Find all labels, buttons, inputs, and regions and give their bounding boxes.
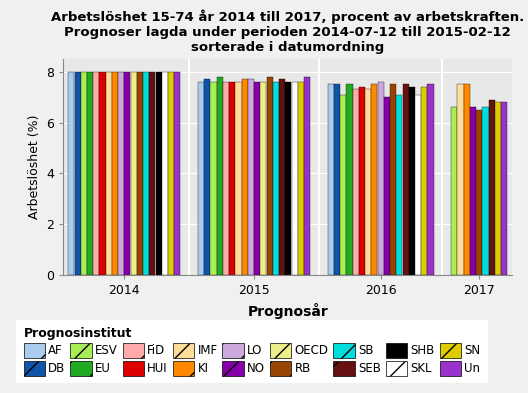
Bar <box>328 84 334 275</box>
Bar <box>470 107 476 275</box>
Bar <box>81 72 87 275</box>
Legend: AF, DB, ESV, EU, FiD, HUI, IMF, KI, LO, NO, OECD, RB, SB, SEB, SHB, SKL, SN, Un: AF, DB, ESV, EU, FiD, HUI, IMF, KI, LO, … <box>16 320 487 383</box>
Bar <box>285 82 291 275</box>
Bar <box>162 72 168 275</box>
Bar <box>248 79 254 275</box>
Bar <box>488 100 495 275</box>
Bar <box>68 72 74 275</box>
Y-axis label: Arbetslöshet (%): Arbetslöshet (%) <box>28 115 41 219</box>
Bar <box>156 72 162 275</box>
Bar <box>198 82 204 275</box>
Bar <box>409 87 415 275</box>
Bar <box>298 82 304 275</box>
Bar <box>87 72 93 275</box>
Bar <box>501 102 507 275</box>
Bar <box>291 82 298 275</box>
Bar <box>211 82 216 275</box>
Bar <box>334 84 340 275</box>
Bar <box>378 82 384 275</box>
Bar <box>365 90 371 275</box>
Bar <box>174 72 181 275</box>
Bar <box>267 77 272 275</box>
Bar <box>254 82 260 275</box>
Bar <box>483 107 488 275</box>
Bar <box>204 79 210 275</box>
Bar <box>353 90 359 275</box>
Bar <box>464 84 470 275</box>
Bar <box>359 87 365 275</box>
Bar <box>340 95 346 275</box>
X-axis label: Prognosår: Prognosår <box>248 303 328 319</box>
Bar <box>390 84 396 275</box>
Bar <box>99 72 106 275</box>
Bar <box>149 72 155 275</box>
Bar <box>421 87 427 275</box>
Bar <box>273 82 279 275</box>
Title: Arbetslöshet 15-74 år 2014 till 2017, procent av arbetskraften.
Prognoser lagda : Arbetslöshet 15-74 år 2014 till 2017, pr… <box>51 9 524 53</box>
Bar <box>260 82 267 275</box>
Bar <box>304 77 310 275</box>
Bar <box>118 72 124 275</box>
Bar <box>168 72 174 275</box>
Bar <box>476 110 482 275</box>
Bar <box>451 107 457 275</box>
Bar <box>106 72 112 275</box>
Bar <box>415 95 421 275</box>
Bar <box>397 95 402 275</box>
Bar <box>384 97 390 275</box>
Bar <box>242 79 248 275</box>
Bar <box>346 84 353 275</box>
Bar <box>143 72 149 275</box>
Bar <box>137 72 143 275</box>
Bar <box>93 72 99 275</box>
Bar <box>371 84 378 275</box>
Bar <box>279 79 285 275</box>
Bar <box>457 84 464 275</box>
Bar <box>495 102 501 275</box>
Bar <box>74 72 81 275</box>
Bar <box>402 84 409 275</box>
Bar <box>229 82 235 275</box>
Bar <box>428 84 433 275</box>
Bar <box>223 82 229 275</box>
Bar <box>112 72 118 275</box>
Bar <box>125 72 130 275</box>
Bar <box>216 77 223 275</box>
Bar <box>130 72 137 275</box>
Bar <box>235 82 241 275</box>
